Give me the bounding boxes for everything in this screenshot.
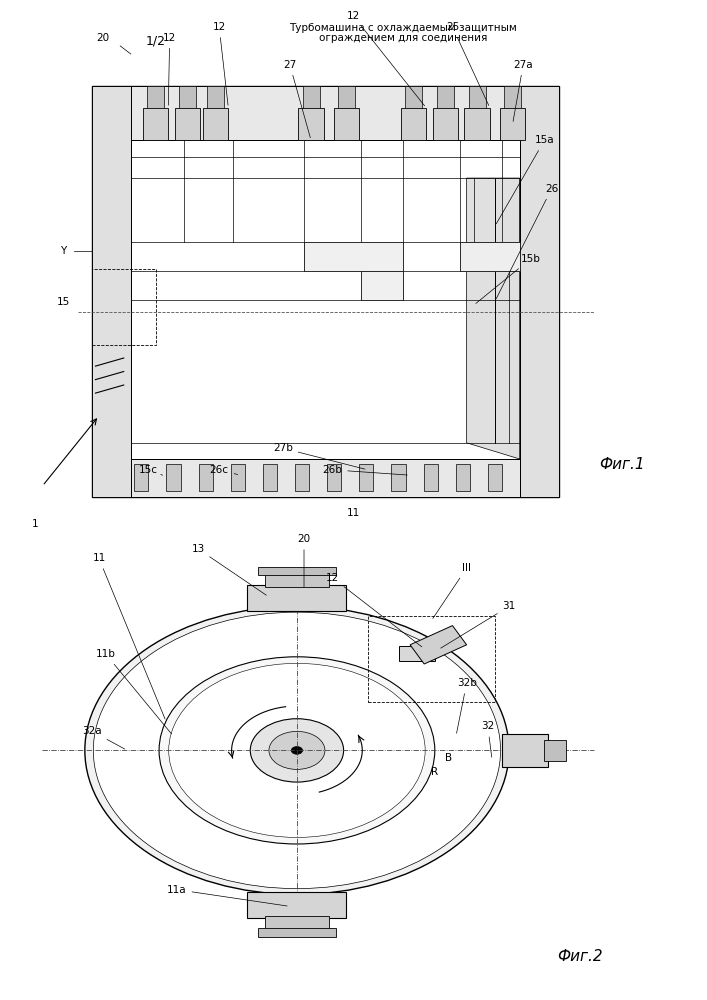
Bar (199, 464, 213, 491)
Bar (134, 464, 148, 491)
Bar (544, 740, 566, 761)
Bar (265, 573, 329, 587)
Text: 15a: 15a (496, 135, 554, 224)
Text: III: III (433, 563, 471, 618)
Bar (460, 242, 520, 271)
Bar (298, 108, 324, 140)
Bar (179, 86, 196, 108)
Text: 32: 32 (481, 721, 494, 757)
Bar (92, 86, 559, 497)
Bar (488, 464, 502, 491)
Text: 27: 27 (284, 60, 310, 138)
Circle shape (250, 719, 344, 782)
Bar (469, 86, 486, 108)
Text: 26: 26 (496, 184, 558, 299)
Bar (92, 269, 156, 345)
Text: 32a: 32a (82, 726, 125, 749)
Text: Фиг.1: Фиг.1 (600, 457, 645, 472)
Bar (401, 108, 426, 140)
Bar (92, 86, 131, 497)
Bar (500, 108, 525, 140)
Bar (520, 86, 559, 497)
Text: 27b: 27b (273, 443, 365, 469)
Polygon shape (410, 626, 467, 664)
Text: 1/2: 1/2 (146, 35, 165, 48)
Bar (399, 646, 435, 661)
Bar (334, 108, 359, 140)
Text: 20: 20 (96, 33, 109, 43)
Bar (92, 459, 559, 497)
Text: 27a: 27a (513, 60, 533, 121)
Text: 11: 11 (347, 508, 360, 518)
Text: 12: 12 (213, 22, 228, 105)
Bar (456, 464, 470, 491)
Bar (263, 464, 277, 491)
Text: 1: 1 (32, 519, 39, 529)
Bar (437, 86, 454, 108)
Text: 20: 20 (298, 534, 310, 587)
Bar (361, 271, 403, 300)
Bar (359, 464, 373, 491)
Circle shape (159, 657, 435, 844)
Bar (327, 464, 341, 491)
Bar (303, 86, 320, 108)
Circle shape (291, 747, 303, 754)
Text: 12: 12 (326, 573, 422, 647)
Bar (207, 86, 224, 108)
Text: 26c: 26c (210, 465, 238, 475)
Bar (258, 567, 336, 575)
Polygon shape (467, 178, 520, 459)
Bar (423, 464, 438, 491)
Text: 12: 12 (347, 11, 425, 106)
Text: 11a: 11a (167, 885, 287, 906)
Bar (203, 108, 228, 140)
Text: 13: 13 (192, 544, 267, 595)
Text: 25: 25 (446, 22, 489, 105)
Text: 11b: 11b (96, 649, 172, 734)
Text: Y: Y (61, 246, 66, 256)
Bar (304, 242, 403, 271)
Text: Турбомашина с охлаждаемым защитным: Турбомашина с охлаждаемым защитным (289, 23, 517, 33)
Bar (143, 108, 168, 140)
Bar (175, 108, 200, 140)
Bar (405, 86, 422, 108)
Bar (247, 892, 346, 918)
Text: ограждением для соединения: ограждением для соединения (319, 33, 487, 43)
Circle shape (85, 606, 509, 894)
Bar (433, 108, 458, 140)
Bar (295, 464, 309, 491)
Bar (230, 464, 245, 491)
Bar (166, 464, 180, 491)
Bar (464, 108, 490, 140)
Bar (368, 616, 495, 702)
Polygon shape (467, 178, 520, 242)
Text: 12: 12 (163, 33, 176, 105)
Bar (392, 464, 406, 491)
Bar (247, 585, 346, 611)
Text: 26b: 26b (322, 465, 407, 475)
Bar (265, 916, 329, 930)
Bar (258, 928, 336, 937)
Bar (504, 86, 521, 108)
Bar (338, 86, 355, 108)
Circle shape (169, 663, 425, 837)
Bar (147, 86, 164, 108)
Text: 11: 11 (93, 553, 165, 719)
Text: 15: 15 (57, 297, 70, 307)
Circle shape (269, 731, 325, 769)
Text: R: R (431, 767, 438, 777)
Bar (92, 86, 559, 140)
Circle shape (93, 612, 501, 889)
Text: Фиг.2: Фиг.2 (557, 949, 602, 964)
Text: B: B (445, 753, 452, 763)
Text: 15b: 15b (476, 254, 540, 303)
Text: 32b: 32b (457, 678, 477, 733)
Bar (502, 734, 548, 767)
Text: 15c: 15c (139, 465, 163, 475)
Text: 31: 31 (440, 601, 515, 648)
